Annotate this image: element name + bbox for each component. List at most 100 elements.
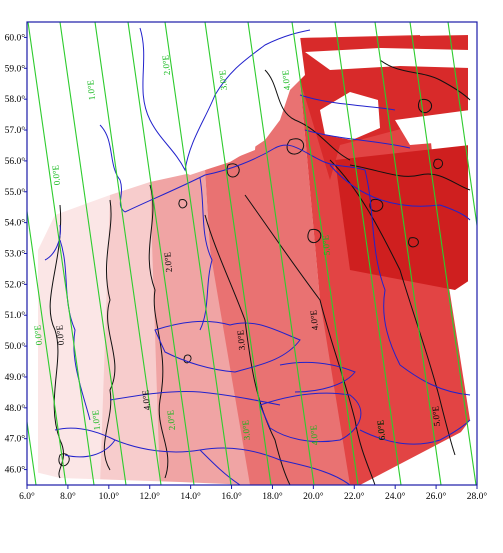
- isogonic-label: 1.0°E: [85, 79, 97, 101]
- isogonic-lines: [27, 22, 503, 485]
- axis-ticks: 6.0° 8.0° 10.0° 12.0° 14.0° 16.0° 18.0° 20.0° 22…: [5, 32, 488, 502]
- isogonic-line: [409, 22, 477, 485]
- border-italy: [114, 439, 241, 485]
- contour-blob-3: [369, 198, 384, 212]
- isogonic-line: [27, 22, 95, 485]
- lon-tick-label: 28.0°: [467, 491, 488, 502]
- contour-blob-2: [286, 138, 305, 155]
- border-slovenia-croatia: [199, 447, 351, 485]
- border-austria: [109, 391, 281, 406]
- isogonic-line: [127, 22, 195, 485]
- isogonic-label: 4.0°E: [280, 69, 292, 91]
- border-baltic-states: [299, 94, 411, 149]
- contour-1: [103, 199, 116, 471]
- lon-tick-label: 12.0°: [140, 491, 161, 502]
- lon-tick-label: 20.0°: [303, 491, 324, 502]
- declination-contours: [49, 59, 471, 485]
- border-romania: [359, 419, 471, 445]
- lat-tick-label: 49.0°: [5, 372, 26, 383]
- isogonic-label: 1.0°E: [90, 409, 102, 431]
- border-netherlands: [44, 224, 61, 261]
- contour-label: 6.0°E: [375, 419, 387, 441]
- lon-tick-label: 24.0°: [385, 491, 406, 502]
- border-poland-east: [364, 169, 401, 366]
- contour-8: [349, 164, 471, 191]
- contour-blob-8: [58, 453, 70, 467]
- border-ukraine: [399, 364, 471, 396]
- border-belarus-lt: [329, 164, 471, 221]
- isogonic-label: 5.0°E: [320, 234, 332, 256]
- lat-tick-label: 57.0°: [5, 125, 26, 136]
- isogonic-line: [447, 22, 477, 230]
- contour-label: 5.0°E: [430, 405, 442, 427]
- lat-tick-label: 60.0°: [5, 32, 26, 43]
- isogonic-line: [374, 22, 442, 485]
- border-slovakia: [279, 361, 356, 393]
- contour-5: [329, 159, 456, 456]
- gulf-of-riga: [320, 92, 380, 140]
- isogonic-line: [94, 22, 162, 485]
- isogonic-line: [204, 22, 272, 485]
- gulf-of-finland: [305, 48, 470, 70]
- isogonic-line: [27, 207, 67, 485]
- isogonic-label: 2.0°E: [160, 54, 172, 76]
- white-gap: [395, 110, 470, 145]
- lon-tick-label: 16.0°: [221, 491, 242, 502]
- contour-blob-10: [433, 158, 444, 170]
- contour-2: [148, 184, 169, 479]
- contour-label: 0.0°E: [54, 324, 66, 346]
- declination-band-3: [205, 80, 360, 485]
- declination-band-2: [150, 170, 260, 485]
- isogonic-label: 0.0°E: [32, 324, 44, 346]
- lon-tick-label: 22.0°: [344, 491, 365, 502]
- isogonic-line: [291, 22, 359, 485]
- contour-blob-4: [408, 237, 419, 248]
- isogonic-label: 3.0°E: [217, 69, 229, 91]
- isogonic-line: [247, 22, 315, 485]
- isogonic-label: 5.0°E: [375, 419, 387, 441]
- border-germany-west: [59, 239, 91, 421]
- lat-tick-label: 59.0°: [5, 63, 26, 74]
- contour-blob-1: [226, 163, 240, 178]
- contour-7: [379, 59, 471, 101]
- north-sea: [27, 22, 110, 250]
- isogonic-line: [59, 22, 127, 485]
- contour-label: 2.0°E: [162, 251, 174, 273]
- declination-band-0: [38, 195, 120, 485]
- isogonic-label: 2.0°E: [165, 409, 177, 431]
- east-void: [455, 22, 477, 485]
- isogonic-label: 0.0°E: [50, 164, 62, 186]
- baltic-sea: [95, 30, 305, 195]
- contour-blob-6: [178, 199, 188, 209]
- lat-tick-label: 50.0°: [5, 341, 26, 352]
- contour-4: [244, 194, 376, 485]
- coastline-baltic-south: [124, 144, 366, 213]
- lon-tick-label: 18.0°: [262, 491, 283, 502]
- contour-label: 4.0°E: [308, 309, 320, 331]
- contour-6: [264, 69, 351, 161]
- isogonic-label: 3.0°E: [240, 419, 252, 441]
- isogonic-line: [334, 22, 402, 485]
- lat-tick-label: 56.0°: [5, 156, 26, 167]
- lon-tick-label: 10.0°: [99, 491, 120, 502]
- lon-tick-label: 6.0°: [19, 491, 35, 502]
- lat-tick-label: 54.0°: [5, 218, 26, 229]
- isogonic-label: 4.0°E: [308, 424, 320, 446]
- lat-tick-label: 47.0°: [5, 434, 26, 445]
- lat-tick-label: 48.0°: [5, 403, 26, 414]
- contour-blob-7: [307, 228, 322, 244]
- south-void: [27, 470, 250, 485]
- lon-tick-label: 14.0°: [180, 491, 201, 502]
- contour-0: [49, 204, 65, 479]
- map-labels: 0.0°E 1.0°E 2.0°E 3.0°E 4.0°E 5.0°E 0.0°E 1.0°E…: [32, 54, 442, 446]
- lat-tick-label: 51.0°: [5, 310, 26, 321]
- isogonic-line: [485, 22, 503, 485]
- contour-label: 3.0°E: [235, 329, 247, 351]
- contour-3: [204, 214, 291, 485]
- coastline-scandinavia: [139, 27, 311, 172]
- border-hungary: [259, 392, 362, 443]
- lon-tick-label: 26.0°: [426, 491, 447, 502]
- contour-blob-5: [417, 98, 433, 114]
- isogonic-line: [164, 22, 232, 485]
